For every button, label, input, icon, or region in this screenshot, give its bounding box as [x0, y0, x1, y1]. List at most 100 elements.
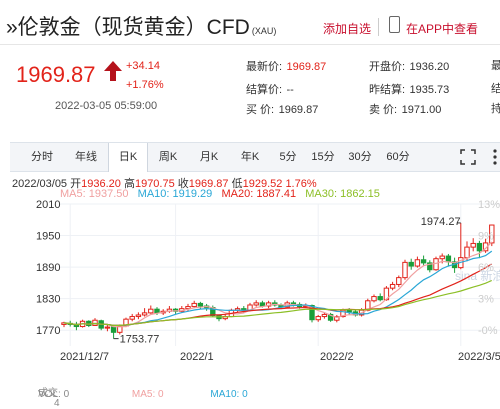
tab-weekly-k[interactable]: 周K — [158, 151, 178, 163]
page-title: »伦敦金（现货黄金）CFD (XAU) — [6, 16, 277, 39]
ma30-legend: MA30: 1862.15 — [305, 188, 380, 200]
kline-chart[interactable]: sina 新浪财经 2010 13% 1950 9% 1890 6% 1830 3% 1770 -… — [0, 196, 500, 382]
candle-body[interactable] — [129, 316, 135, 320]
ma10-line — [63, 250, 493, 326]
tab-timeshare[interactable]: 分时 — [31, 151, 53, 163]
candle-body[interactable] — [154, 308, 160, 314]
volume-scale: 4 — [54, 398, 60, 409]
field-partial-3: 持 — [491, 103, 500, 115]
candle-body[interactable] — [117, 325, 123, 333]
candle-body[interactable] — [489, 224, 495, 244]
more-options-icon[interactable] — [491, 148, 499, 166]
tab-monthly-k[interactable]: 月K — [199, 151, 219, 163]
candle-body[interactable] — [439, 255, 445, 260]
candle-body[interactable] — [334, 316, 340, 321]
symbol-code: (XAU) — [251, 26, 277, 36]
x-tick-label: 2021/12/7 — [60, 351, 109, 363]
tab-60min[interactable]: 60分 — [386, 151, 410, 163]
field-prev-settle: 昨结算: 1935.73 — [369, 84, 450, 96]
right-tick-label: 6% — [478, 262, 494, 274]
right-tick-label: 13% — [478, 199, 500, 211]
field-open: 开盘价: 1936.20 — [369, 61, 450, 73]
high-annotation: 1974.27 — [421, 216, 461, 228]
tab-daily-k[interactable]: 日K — [108, 143, 148, 172]
candle-body[interactable] — [433, 258, 439, 271]
ma10-legend: MA10: 1919.29 — [137, 188, 213, 200]
x-tick-label: 2022/1 — [180, 351, 214, 363]
candle-body[interactable] — [321, 313, 328, 318]
watermark: sina 新浪财经 — [455, 268, 500, 283]
ohlc-summary: 2022/03/05 开1936.20 高1970.75 收1969.87 低1… — [12, 178, 317, 190]
candle-body[interactable] — [427, 262, 433, 271]
candle-body[interactable] — [389, 283, 396, 289]
fullscreen-icon[interactable] — [460, 149, 476, 165]
up-arrow-icon — [104, 61, 122, 81]
volume-legend: VOL: 0 MA5: 0 MA10: 0 — [38, 389, 248, 400]
candle-body[interactable] — [476, 242, 483, 252]
right-tick-label: -0% — [478, 325, 498, 337]
field-bid: 买 价: 1969.87 — [246, 104, 319, 116]
add-favorite-button[interactable]: 添加自选 — [323, 22, 372, 36]
period-tabs: 分时 年线 日K 周K 月K 年K 5分 15分 30分 60分 — [10, 142, 500, 172]
x-tick-label: 2022/2 — [320, 351, 354, 363]
ma5-legend: MA5: 1937.50 — [60, 188, 129, 200]
price-change: +34.14 — [126, 60, 160, 72]
candle-body[interactable] — [445, 255, 452, 263]
quote-time: 2022-03-05 05:59:00 — [55, 100, 158, 112]
tab-30min[interactable]: 30分 — [348, 151, 372, 163]
field-settle: 结算价: -- — [246, 84, 294, 96]
ma5-line — [63, 241, 493, 328]
y-tick-label: 1770 — [36, 325, 60, 337]
field-latest: 最新价: 1969.87 — [246, 61, 327, 73]
candle-body[interactable] — [253, 302, 259, 306]
candle-body[interactable] — [327, 313, 334, 321]
y-tick-label: 2010 — [36, 199, 60, 211]
candle-body[interactable] — [197, 302, 204, 307]
ma30-line — [63, 279, 493, 326]
candle-body[interactable] — [371, 296, 377, 302]
candle-body[interactable] — [414, 259, 421, 267]
header-divider — [0, 44, 500, 45]
y-tick-label: 1950 — [36, 231, 60, 243]
current-price: 1969.87 — [16, 62, 96, 87]
candle-body[interactable] — [402, 261, 408, 279]
candle-body[interactable] — [141, 312, 148, 316]
candle-body[interactable] — [420, 259, 427, 264]
candle-body[interactable] — [185, 306, 191, 310]
candle-body[interactable] — [396, 277, 402, 285]
divider — [378, 18, 379, 36]
field-ask: 卖 价: 1971.00 — [369, 104, 442, 116]
y-tick-label: 1890 — [36, 262, 60, 274]
ma20-legend: MA20: 1887.41 — [221, 188, 297, 200]
y-tick-label: 1830 — [36, 294, 60, 306]
low-annotation: 1753.77 — [120, 334, 160, 346]
volume-label: 成交 — [38, 388, 58, 399]
candle-body[interactable] — [104, 326, 111, 329]
candle-body[interactable] — [191, 302, 197, 308]
candle-body[interactable] — [92, 319, 98, 326]
candle-body[interactable] — [309, 305, 315, 321]
ma20-line — [63, 263, 493, 326]
field-partial-1: 最 — [491, 60, 500, 72]
candle-body[interactable] — [470, 242, 476, 248]
candle-body[interactable] — [408, 261, 414, 267]
tab-5min[interactable]: 5分 — [279, 151, 297, 163]
tab-yearly-k[interactable]: 年K — [240, 151, 260, 163]
candle-body[interactable] — [346, 309, 352, 313]
candle-body[interactable] — [377, 296, 383, 301]
candle-body[interactable] — [259, 302, 266, 307]
field-partial-2: 结 — [491, 83, 500, 95]
phone-icon — [389, 16, 400, 33]
candle-body[interactable] — [315, 316, 321, 321]
right-tick-label: 9% — [478, 231, 494, 243]
candle-body[interactable] — [148, 308, 154, 314]
x-tick-label: 2022/3/5 — [458, 351, 500, 363]
view-in-app-button[interactable]: 在APP中查看 — [406, 22, 479, 36]
ma-legend: MA5: 1937.50 MA10: 1919.29 MA20: 1887.41… — [60, 188, 380, 200]
candle-body[interactable] — [464, 246, 470, 259]
price-change-pct: +1.76% — [126, 79, 164, 91]
tab-15min[interactable]: 15分 — [311, 151, 335, 163]
candle-body[interactable] — [110, 326, 117, 333]
candle-body[interactable] — [135, 314, 142, 318]
tab-year-line[interactable]: 年线 — [75, 151, 97, 163]
